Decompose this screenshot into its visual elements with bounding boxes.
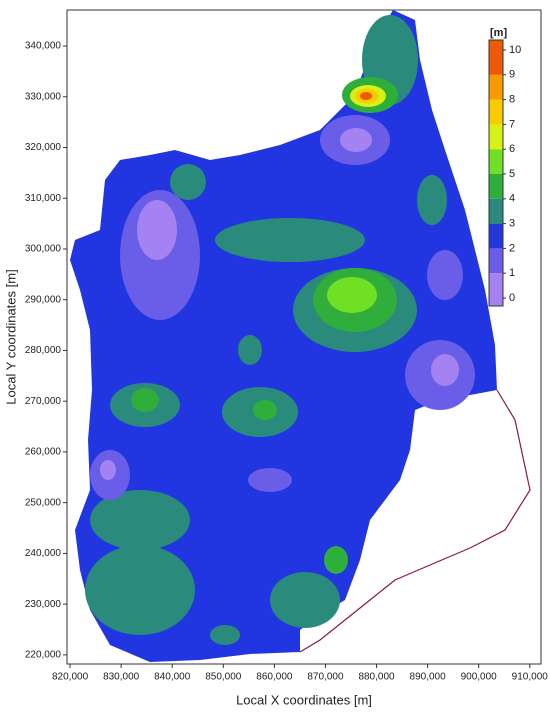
y-tick-label: 220,000 xyxy=(25,650,62,661)
x-tick-label: 910,000 xyxy=(512,672,549,683)
y-tick-label: 290,000 xyxy=(25,294,62,305)
x-tick-label: 870,000 xyxy=(307,672,344,683)
y-tick-label: 330,000 xyxy=(25,91,62,102)
colorbar-label: [m] xyxy=(490,27,507,39)
x-tick-label: 900,000 xyxy=(461,672,498,683)
y-tick-label: 260,000 xyxy=(25,447,62,458)
zone-0-1 xyxy=(100,128,459,480)
y-tick-label: 250,000 xyxy=(25,497,62,508)
y-tick-label: 280,000 xyxy=(25,345,62,356)
colorbar-tick-label: 9 xyxy=(509,69,515,81)
colorbar-tick-label: 1 xyxy=(509,267,515,279)
y-tick-label: 230,000 xyxy=(25,599,62,610)
colorbar-band xyxy=(489,149,503,174)
y-tick-label: 240,000 xyxy=(25,548,62,559)
colorbar-tick-label: 3 xyxy=(509,218,515,230)
colorbar-band xyxy=(489,74,503,100)
colorbar-tick-label: 6 xyxy=(509,143,515,155)
x-tick-label: 820,000 xyxy=(52,672,89,683)
x-tick-label: 890,000 xyxy=(410,672,447,683)
x-tick-label: 840,000 xyxy=(154,672,191,683)
y-tick-label: 270,000 xyxy=(25,396,62,407)
colorbar-band xyxy=(489,174,503,199)
colorbar-tick-label: 0 xyxy=(509,292,515,304)
map-region xyxy=(70,10,531,662)
colorbar-band xyxy=(489,124,503,150)
colorbar-tick-label: 4 xyxy=(509,193,515,205)
colorbar-band xyxy=(489,273,503,306)
colorbar-tick-label: 8 xyxy=(509,94,515,106)
y-tick-label: 300,000 xyxy=(25,244,62,255)
colorbar-band xyxy=(489,40,503,75)
x-tick-label: 880,000 xyxy=(358,672,395,683)
colorbar-band xyxy=(489,223,503,249)
x-tick-label: 860,000 xyxy=(256,672,293,683)
y-axis-label: Local Y coordinates [m] xyxy=(3,269,18,404)
colorbar-tick-label: 2 xyxy=(509,242,515,254)
y-tick-label: 310,000 xyxy=(25,193,62,204)
colorbar-tick-label: 7 xyxy=(509,118,515,130)
colorbar-frame xyxy=(488,39,504,307)
plot-frame xyxy=(66,9,542,665)
colorbar-band xyxy=(489,198,503,224)
y-tick-label: 320,000 xyxy=(25,142,62,153)
x-tick-label: 830,000 xyxy=(103,672,140,683)
hotspot xyxy=(327,85,386,313)
boundary xyxy=(299,389,531,653)
colorbar-band xyxy=(489,248,503,274)
y-tick-label: 340,000 xyxy=(25,41,62,52)
colorbar-band xyxy=(489,99,503,125)
colorbar-tick-label: 10 xyxy=(509,44,521,56)
x-axis-label: Local X coordinates [m] xyxy=(236,692,372,707)
colorbar-tick-label: 5 xyxy=(509,168,515,180)
x-tick-label: 850,000 xyxy=(205,672,242,683)
